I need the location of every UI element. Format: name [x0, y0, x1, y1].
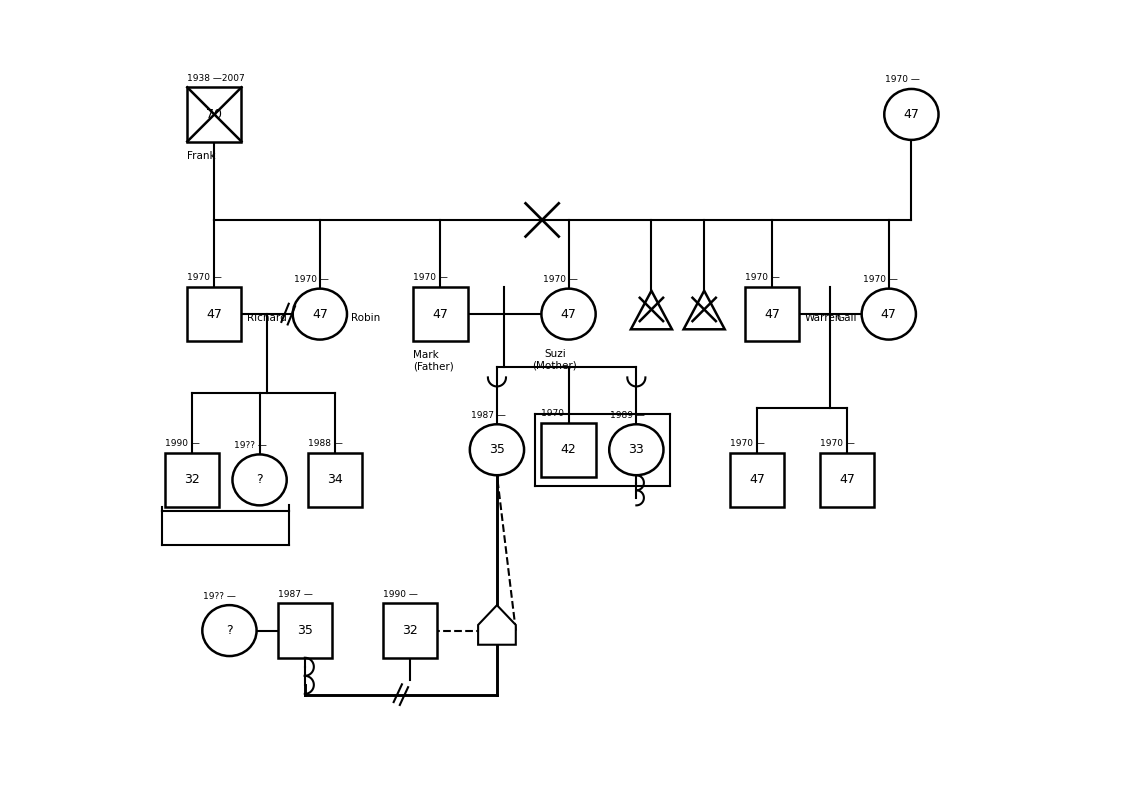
Text: 1970 —: 1970 —: [820, 439, 855, 449]
Text: 1987 —: 1987 —: [277, 590, 313, 599]
Text: 47: 47: [764, 307, 780, 321]
Polygon shape: [413, 287, 468, 341]
Text: ?: ?: [256, 473, 263, 487]
Text: 1987 —: 1987 —: [471, 410, 506, 420]
Text: 1990 —: 1990 —: [384, 590, 419, 599]
Text: 33: 33: [628, 443, 644, 457]
Polygon shape: [307, 453, 362, 507]
Text: 1970 —: 1970 —: [543, 275, 578, 284]
Text: Robin: Robin: [351, 313, 380, 323]
Polygon shape: [820, 453, 874, 507]
Polygon shape: [277, 603, 332, 657]
Text: 47: 47: [432, 307, 449, 321]
Text: Frank: Frank: [187, 151, 215, 160]
Text: 47: 47: [881, 307, 896, 321]
Text: 19?? —: 19?? —: [203, 592, 237, 600]
Ellipse shape: [884, 89, 938, 140]
Polygon shape: [542, 422, 596, 477]
Polygon shape: [384, 603, 438, 657]
Ellipse shape: [470, 424, 524, 476]
Polygon shape: [729, 453, 784, 507]
Text: 35: 35: [297, 624, 313, 637]
Text: 1938 —2007: 1938 —2007: [187, 74, 245, 83]
Text: 1970 —: 1970 —: [863, 275, 898, 284]
Text: 1970 —: 1970 —: [885, 75, 920, 84]
Text: 47: 47: [312, 307, 328, 321]
Text: 1970 —: 1970 —: [413, 273, 448, 283]
Ellipse shape: [202, 605, 257, 656]
Text: 1970 —: 1970 —: [187, 273, 222, 283]
Text: 32: 32: [184, 473, 200, 487]
Polygon shape: [187, 287, 241, 341]
Polygon shape: [745, 287, 799, 341]
Text: 1988 —: 1988 —: [307, 439, 342, 449]
Polygon shape: [683, 291, 725, 330]
Ellipse shape: [232, 454, 287, 505]
Text: 47: 47: [206, 307, 222, 321]
Text: 1970 —: 1970 —: [745, 273, 780, 283]
Text: 70: 70: [206, 108, 222, 121]
Polygon shape: [631, 291, 672, 330]
Polygon shape: [478, 605, 516, 645]
Text: 34: 34: [327, 473, 343, 487]
Ellipse shape: [542, 289, 596, 340]
Text: 19?? —: 19?? —: [233, 441, 266, 450]
Text: 47: 47: [561, 307, 577, 321]
Polygon shape: [165, 453, 219, 507]
Text: 1970 —: 1970 —: [542, 409, 577, 418]
Ellipse shape: [862, 289, 916, 340]
Text: ?: ?: [227, 624, 232, 637]
Text: Mark
(Father): Mark (Father): [413, 350, 454, 372]
Text: Warren: Warren: [804, 313, 842, 323]
Text: Gail: Gail: [836, 313, 856, 323]
Polygon shape: [187, 87, 241, 141]
Text: 47: 47: [749, 473, 765, 487]
Ellipse shape: [609, 424, 663, 476]
Text: 42: 42: [561, 443, 577, 457]
Text: Richard: Richard: [247, 313, 286, 323]
Text: 1989 —: 1989 —: [610, 410, 645, 420]
Text: 1990 —: 1990 —: [165, 439, 200, 449]
Ellipse shape: [293, 289, 347, 340]
Text: 1970 —: 1970 —: [729, 439, 765, 449]
Text: 47: 47: [839, 473, 855, 487]
Text: 1970 —: 1970 —: [294, 275, 329, 284]
Text: 47: 47: [903, 108, 919, 121]
Text: 35: 35: [489, 443, 505, 457]
Text: 32: 32: [403, 624, 419, 637]
Text: Suzi
(Mother): Suzi (Mother): [533, 349, 578, 370]
